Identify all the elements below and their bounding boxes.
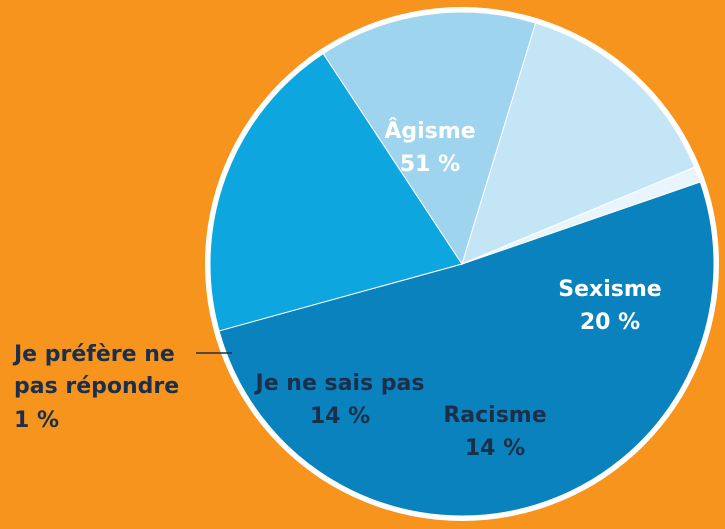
slice-value-label: 20 % [580, 310, 640, 335]
slice-label: Sexisme [558, 277, 661, 302]
slice-value-label: 1 % [14, 408, 59, 433]
slice-label: Je ne sais pas [254, 371, 425, 396]
pie-slice [209, 52, 463, 332]
slice-label: Racisme [443, 403, 546, 428]
slice-label: Je préfère ne pas répondre [12, 342, 179, 399]
pie-slice [322, 11, 537, 266]
pie-slice [218, 181, 715, 517]
slice-value-label: 14 % [465, 436, 525, 461]
pie-slice [461, 22, 696, 265]
slice-label: Âgisme [384, 118, 475, 144]
pie-slice [461, 166, 701, 265]
slice-value-label: 51 % [400, 152, 460, 177]
slice-value-label: 14 % [310, 404, 370, 429]
